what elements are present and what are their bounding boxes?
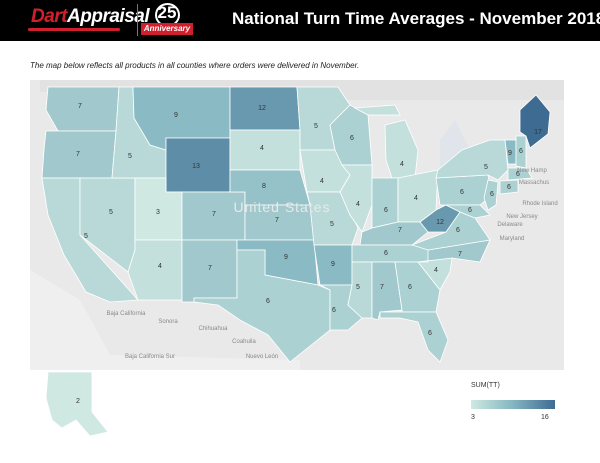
state-massachusetts[interactable] bbox=[507, 167, 533, 181]
anniversary-badge: 25 Anniversary bbox=[141, 2, 193, 38]
value-label-oklahoma: 9 bbox=[284, 254, 288, 261]
value-label-new-hampshire: 6 bbox=[519, 148, 523, 155]
value-label-california: 5 bbox=[84, 233, 88, 240]
state-shapes bbox=[41, 86, 551, 437]
value-label-virginia: 6 bbox=[456, 227, 460, 234]
value-label-wyoming: 13 bbox=[192, 163, 200, 170]
value-label-kansas: 7 bbox=[275, 217, 279, 224]
value-label-connecticut: 6 bbox=[507, 184, 511, 191]
state-pennsylvania[interactable] bbox=[435, 174, 493, 206]
value-label-illinois: 4 bbox=[356, 201, 360, 208]
value-label-new-york: 5 bbox=[484, 164, 488, 171]
header-divider bbox=[137, 4, 138, 36]
label-massachusetts: Massachus bbox=[519, 180, 549, 186]
state-florida[interactable] bbox=[379, 311, 449, 363]
us-turn-time-map[interactable]: Baja California Sonora Chihuahua Coahuil… bbox=[0, 76, 600, 448]
label-chihuahua: Chihuahua bbox=[198, 326, 228, 332]
label-united-states: United States bbox=[233, 199, 330, 215]
value-label-massachusetts: 6 bbox=[516, 171, 520, 178]
value-label-florida: 6 bbox=[428, 330, 432, 337]
value-label-colorado: 7 bbox=[212, 211, 216, 218]
company-logo: DartAppraisal bbox=[31, 6, 150, 27]
value-label-louisiana: 6 bbox=[332, 307, 336, 314]
legend-gradient bbox=[471, 400, 555, 409]
state-maryland[interactable] bbox=[445, 204, 491, 219]
value-label-montana: 9 bbox=[174, 112, 178, 119]
value-label-maryland: 6 bbox=[468, 207, 472, 214]
value-label-new-jersey: 6 bbox=[490, 191, 494, 198]
value-label-south-dakota: 4 bbox=[260, 145, 264, 152]
value-label-texas: 6 bbox=[266, 298, 270, 305]
value-label-vermont: 9 bbox=[508, 150, 512, 157]
value-label-alaska: 2 bbox=[76, 398, 80, 405]
label-baja-california-sur: Baja California Sur bbox=[125, 354, 175, 360]
label-new-jersey: New Jersey bbox=[506, 214, 537, 220]
state-south-dakota[interactable] bbox=[229, 129, 301, 171]
value-label-idaho: 5 bbox=[128, 153, 132, 160]
header-bar: DartAppraisal 25 Anniversary National Tu… bbox=[0, 0, 600, 41]
anniversary-ribbon: Anniversary bbox=[141, 23, 193, 35]
mexico-land bbox=[30, 270, 300, 370]
state-maine[interactable] bbox=[519, 94, 551, 149]
value-label-south-carolina: 4 bbox=[434, 267, 438, 274]
value-label-indiana: 6 bbox=[384, 207, 388, 214]
state-alaska[interactable] bbox=[45, 371, 109, 437]
value-label-nevada: 5 bbox=[109, 209, 113, 216]
value-label-west-virginia: 12 bbox=[436, 219, 444, 226]
state-illinois[interactable] bbox=[339, 164, 373, 233]
value-label-michigan: 4 bbox=[400, 161, 404, 168]
value-label-alabama: 7 bbox=[380, 284, 384, 291]
value-label-iowa: 4 bbox=[320, 178, 324, 185]
value-label-north-carolina: 7 bbox=[458, 251, 462, 258]
value-label-georgia: 6 bbox=[408, 284, 412, 291]
value-label-tennessee: 6 bbox=[384, 250, 388, 257]
value-label-missouri: 5 bbox=[330, 221, 334, 228]
legend-min: 3 bbox=[471, 414, 475, 421]
state-washington[interactable] bbox=[45, 86, 120, 132]
value-label-washington: 7 bbox=[78, 103, 82, 110]
value-label-arizona: 4 bbox=[158, 263, 162, 270]
value-label-new-mexico: 7 bbox=[208, 265, 212, 272]
value-label-pennsylvania: 6 bbox=[460, 189, 464, 196]
state-connecticut[interactable] bbox=[499, 179, 519, 195]
value-label-arkansas: 9 bbox=[331, 261, 335, 268]
logo-swoosh-icon bbox=[28, 28, 120, 31]
state-value-labels: 7 7 5 5 5 9 13 3 4 7 7 12 4 8 7 9 6 5 4 … bbox=[76, 103, 542, 405]
label-rhode-island: Rhode Island bbox=[522, 201, 557, 207]
label-baja-california: Baja California bbox=[106, 311, 146, 317]
anniversary-number: 25 bbox=[157, 3, 177, 22]
value-label-mississippi: 5 bbox=[356, 284, 360, 291]
value-label-maine: 17 bbox=[534, 129, 542, 136]
label-new-hampshire: New Hamp bbox=[517, 168, 547, 174]
value-label-utah: 3 bbox=[156, 209, 160, 216]
label-delaware: Delaware bbox=[497, 222, 523, 228]
map-description: The map below reflects all products in a… bbox=[30, 61, 360, 70]
value-label-wisconsin: 6 bbox=[350, 135, 354, 142]
value-label-kentucky: 7 bbox=[398, 227, 402, 234]
value-label-nebraska: 8 bbox=[262, 183, 266, 190]
legend-max: 16 bbox=[541, 414, 549, 421]
label-maryland: Maryland bbox=[500, 236, 525, 242]
label-nuevo-leon: Nuevo León bbox=[246, 354, 278, 360]
state-new-jersey[interactable] bbox=[483, 179, 499, 211]
value-label-minnesota: 5 bbox=[314, 123, 318, 130]
color-legend: SUM(TT) 3 16 bbox=[467, 378, 567, 428]
label-sonora: Sonora bbox=[158, 319, 178, 325]
value-label-north-dakota: 12 bbox=[258, 105, 266, 112]
state-indiana[interactable] bbox=[371, 177, 399, 229]
label-coahuila: Coahuila bbox=[232, 339, 256, 345]
value-label-oregon: 7 bbox=[76, 151, 80, 158]
value-label-ohio: 4 bbox=[414, 195, 418, 202]
legend-title: SUM(TT) bbox=[471, 382, 500, 389]
state-arizona[interactable] bbox=[127, 239, 183, 301]
state-texas[interactable] bbox=[193, 249, 331, 363]
page-title: National Turn Time Averages - November 2… bbox=[232, 9, 600, 28]
